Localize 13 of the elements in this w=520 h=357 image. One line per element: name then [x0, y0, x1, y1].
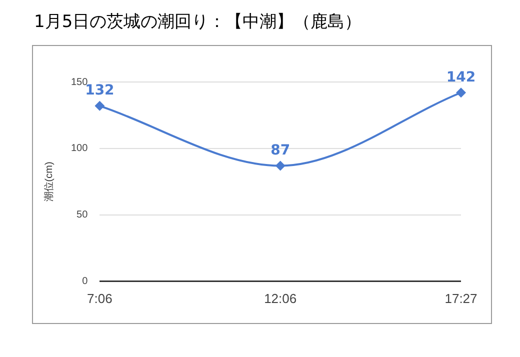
- y-tick-label: 100: [70, 143, 88, 154]
- y-tick-label: 50: [76, 210, 88, 221]
- y-axis-title: 潮位(cm): [42, 162, 55, 202]
- chart-title: 1月5日の茨城の潮回り：【中潮】（鹿島）: [34, 11, 362, 33]
- x-tick-label: 7:06: [87, 290, 112, 306]
- point: [275, 160, 286, 171]
- data-label: 142: [446, 69, 476, 86]
- x-tick-label: 12:06: [264, 290, 297, 306]
- x-tick-label: 17:27: [444, 290, 478, 306]
- data-label: 87: [270, 142, 290, 158]
- y-tick-label: 0: [82, 276, 88, 288]
- point: [456, 88, 466, 98]
- point: [94, 100, 105, 111]
